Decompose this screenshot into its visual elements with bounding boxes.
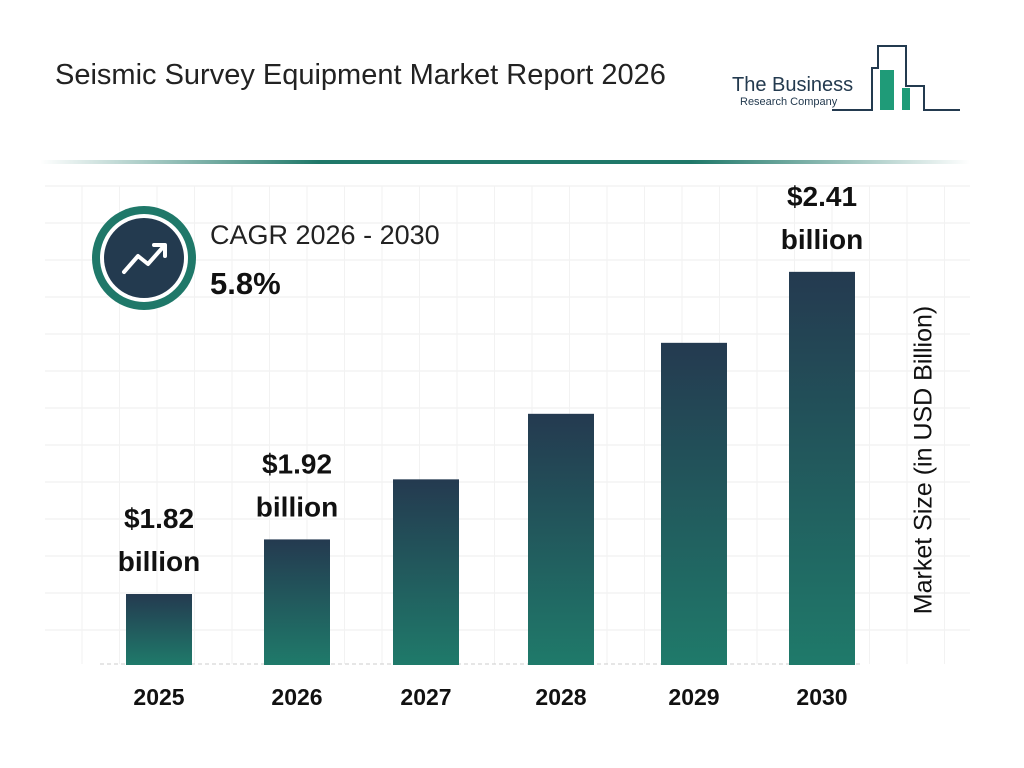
bar-2028	[528, 413, 594, 665]
x-tick-label: 2027	[400, 684, 451, 710]
data-label: $1.82	[124, 503, 194, 534]
bar-2025	[126, 594, 192, 665]
x-tick-label: 2025	[133, 684, 184, 710]
logo-line1: The Business	[732, 74, 854, 96]
divider	[40, 160, 970, 164]
logo-line2: Research Company	[740, 96, 838, 108]
cagr-value: 5.8%	[210, 266, 281, 301]
logo-buildings-icon	[832, 45, 960, 111]
data-label: $1.92	[262, 448, 332, 479]
bar-2027	[393, 479, 459, 665]
cagr-badge	[92, 206, 196, 310]
x-tick-label: 2030	[796, 684, 847, 710]
trend-up-icon	[122, 243, 167, 274]
x-tick-label: 2029	[668, 684, 719, 710]
x-tick-label: 2026	[271, 684, 322, 710]
bar-2029	[661, 342, 727, 665]
x-tick-label: 2028	[535, 684, 586, 710]
bar-2030	[789, 271, 855, 665]
data-label-unit: billion	[256, 491, 338, 522]
company-logo: The Business Research Company	[732, 44, 972, 120]
data-label: $2.41	[787, 181, 857, 212]
data-label-unit: billion	[781, 224, 863, 255]
page-title: Seismic Survey Equipment Market Report 2…	[55, 59, 666, 91]
bar-2026	[264, 539, 330, 665]
data-label-unit: billion	[118, 546, 200, 577]
y-axis-label: Market Size (in USD Billion)	[909, 305, 938, 615]
cagr-label: CAGR 2026 - 2030	[210, 220, 440, 250]
